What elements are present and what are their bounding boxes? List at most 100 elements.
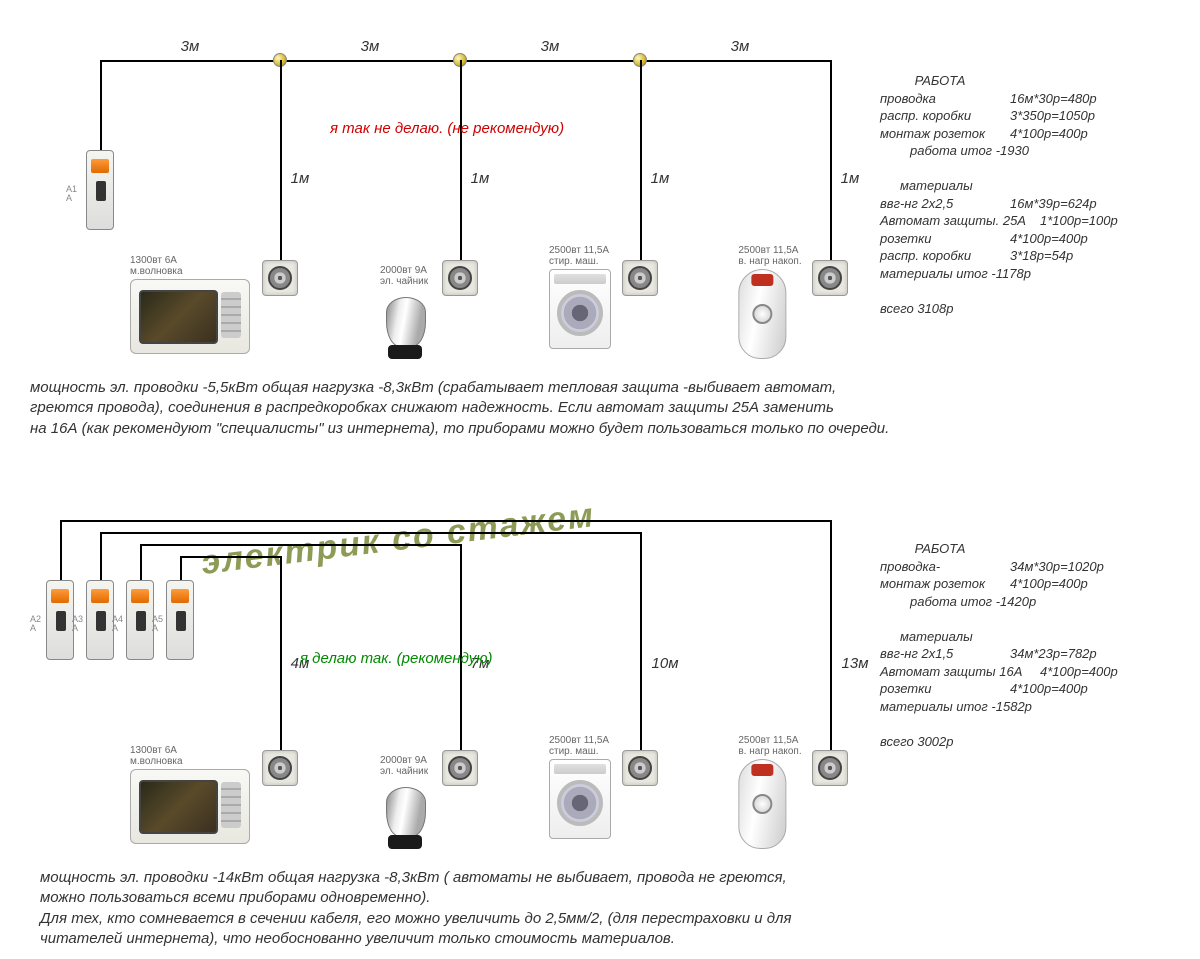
- cost-row-label: распр. коробки: [880, 107, 1010, 125]
- outlet: [622, 750, 658, 786]
- cost-row-label: Автомат защиты. 25А: [880, 212, 1040, 230]
- wire: [280, 556, 282, 750]
- wire: [460, 60, 462, 260]
- appliance-microwave: 1300вт 6Ам.волновка: [130, 255, 250, 354]
- washer-icon: [549, 759, 611, 839]
- outlet: [262, 260, 298, 296]
- power-label: 2500вт 11,5А: [549, 735, 609, 746]
- explain-bottom: мощность эл. проводки -14кВт общая нагру…: [40, 868, 792, 949]
- cost-heading: РАБОТА: [880, 540, 1000, 558]
- cost-heading: материалы: [880, 177, 1118, 195]
- wire: [100, 532, 640, 534]
- wire: [60, 520, 830, 522]
- wire: [140, 544, 460, 546]
- breaker-label: A1 A: [66, 185, 86, 203]
- outlet: [262, 750, 298, 786]
- wire: [640, 60, 642, 260]
- appliance-washer: 2500вт 11,5Астир. маш.: [549, 245, 611, 349]
- power-label: 2000вт 9А: [380, 265, 427, 276]
- power-label: 2500вт 11,5А: [738, 245, 798, 256]
- cost-block-bottom: РАБОТА проводка-34м*30р=1020р монтаж роз…: [880, 540, 1118, 751]
- power-label: 2500вт 11,5А: [738, 735, 798, 746]
- outlet: [442, 750, 478, 786]
- wire: [180, 556, 182, 580]
- appliance-heater: 2500вт 11,5Ав. нагр накоп.: [738, 245, 801, 359]
- wire: [280, 60, 282, 260]
- appliance-name: эл. чайник: [380, 276, 428, 287]
- appliance-name: в. нагр накоп.: [738, 256, 801, 267]
- cost-row-label: материалы итог -1178р: [880, 265, 1031, 283]
- appliance-microwave: 1300вт 6Ам.волновка: [130, 745, 250, 844]
- cost-row-value: 16м*39р=624р: [1010, 195, 1097, 213]
- distance-label: 1м: [471, 170, 490, 187]
- warning-text: я так не делаю. (не рекомендую): [330, 120, 564, 137]
- cost-row-label: монтаж розеток: [880, 125, 1010, 143]
- appliance-name: в. нагр накоп.: [738, 746, 801, 757]
- cost-heading: материалы: [880, 628, 1118, 646]
- distance-label: 3м: [361, 38, 380, 55]
- distance-label: 3м: [541, 38, 560, 55]
- washer-icon: [549, 269, 611, 349]
- wire: [640, 532, 642, 750]
- cost-total: всего 3108р: [880, 300, 1118, 318]
- cost-row-label: проводка-: [880, 558, 1010, 576]
- cost-row-value: 4*100р=400р: [1010, 680, 1088, 698]
- cost-row-value: 34м*30р=1020р: [1010, 558, 1104, 576]
- appliance-name: м.волновка: [130, 266, 183, 277]
- recommend-text: я делаю так. (рекомендую): [300, 650, 493, 667]
- appliance-washer: 2500вт 11,5Астир. маш.: [549, 735, 611, 839]
- wire: [100, 60, 102, 150]
- cost-row-label: материалы итог -1582р: [880, 698, 1032, 716]
- heater-icon: [738, 759, 786, 849]
- cost-row-value: 3*18р=54р: [1010, 247, 1073, 265]
- wire: [140, 544, 142, 580]
- outlet: [812, 260, 848, 296]
- outlet: [812, 750, 848, 786]
- distance-label: 1м: [841, 170, 860, 187]
- circuit-breaker: [46, 580, 74, 660]
- power-label: 2000вт 9А: [380, 755, 427, 766]
- circuit-breaker: [86, 150, 114, 230]
- wire: [830, 520, 832, 750]
- breaker-label: A4 A: [112, 615, 132, 633]
- appliance-name: стир. маш.: [549, 256, 599, 267]
- wire: [460, 544, 462, 750]
- appliance-kettle: 2000вт 9Аэл. чайник: [380, 755, 430, 849]
- distance-label: 3м: [731, 38, 750, 55]
- cost-row-label: монтаж розеток: [880, 575, 1010, 593]
- distance-label: 13м: [842, 655, 869, 672]
- cost-row-label: Автомат защиты 16А: [880, 663, 1040, 681]
- cost-row-value: 16м*30р=480р: [1010, 90, 1097, 108]
- cost-row-value: 4*100р=400р: [1010, 230, 1088, 248]
- cost-row-label: ввг-нг 2х1,5: [880, 645, 1010, 663]
- breaker-label: A2 A: [30, 615, 50, 633]
- breaker-label: A3 A: [72, 615, 92, 633]
- appliance-kettle: 2000вт 9Аэл. чайник: [380, 265, 430, 359]
- cost-heading: РАБОТА: [880, 72, 1000, 90]
- kettle-icon: [380, 289, 430, 359]
- distance-label: 1м: [651, 170, 670, 187]
- cost-row-label: проводка: [880, 90, 1010, 108]
- appliance-heater: 2500вт 11,5Ав. нагр накоп.: [738, 735, 801, 849]
- cost-row-value: 1*100р=100р: [1040, 212, 1118, 230]
- cost-row-label: ввг-нг 2х2,5: [880, 195, 1010, 213]
- explain-top: мощность эл. проводки -5,5кВт общая нагр…: [30, 378, 889, 439]
- power-label: 2500вт 11,5А: [549, 245, 609, 256]
- cost-block-top: РАБОТА проводка16м*30р=480р распр. короб…: [880, 72, 1118, 318]
- cost-row-label: розетки: [880, 230, 1010, 248]
- power-label: 1300вт 6А: [130, 745, 177, 756]
- cost-row-label: распр. коробки: [880, 247, 1010, 265]
- distance-label: 10м: [652, 655, 679, 672]
- outlet: [622, 260, 658, 296]
- cost-row-value: 4*100р=400р: [1010, 575, 1088, 593]
- outlet: [442, 260, 478, 296]
- distance-label: 3м: [181, 38, 200, 55]
- cost-row-value: 3*350р=1050р: [1010, 107, 1095, 125]
- cost-row-value: 34м*23р=782р: [1010, 645, 1097, 663]
- cost-total: всего 3002р: [880, 733, 1118, 751]
- appliance-name: стир. маш.: [549, 746, 599, 757]
- microwave-icon: [130, 769, 250, 844]
- power-label: 1300вт 6А: [130, 255, 177, 266]
- breaker-label: A5 A: [152, 615, 172, 633]
- cost-row-value: 4*100р=400р: [1010, 125, 1088, 143]
